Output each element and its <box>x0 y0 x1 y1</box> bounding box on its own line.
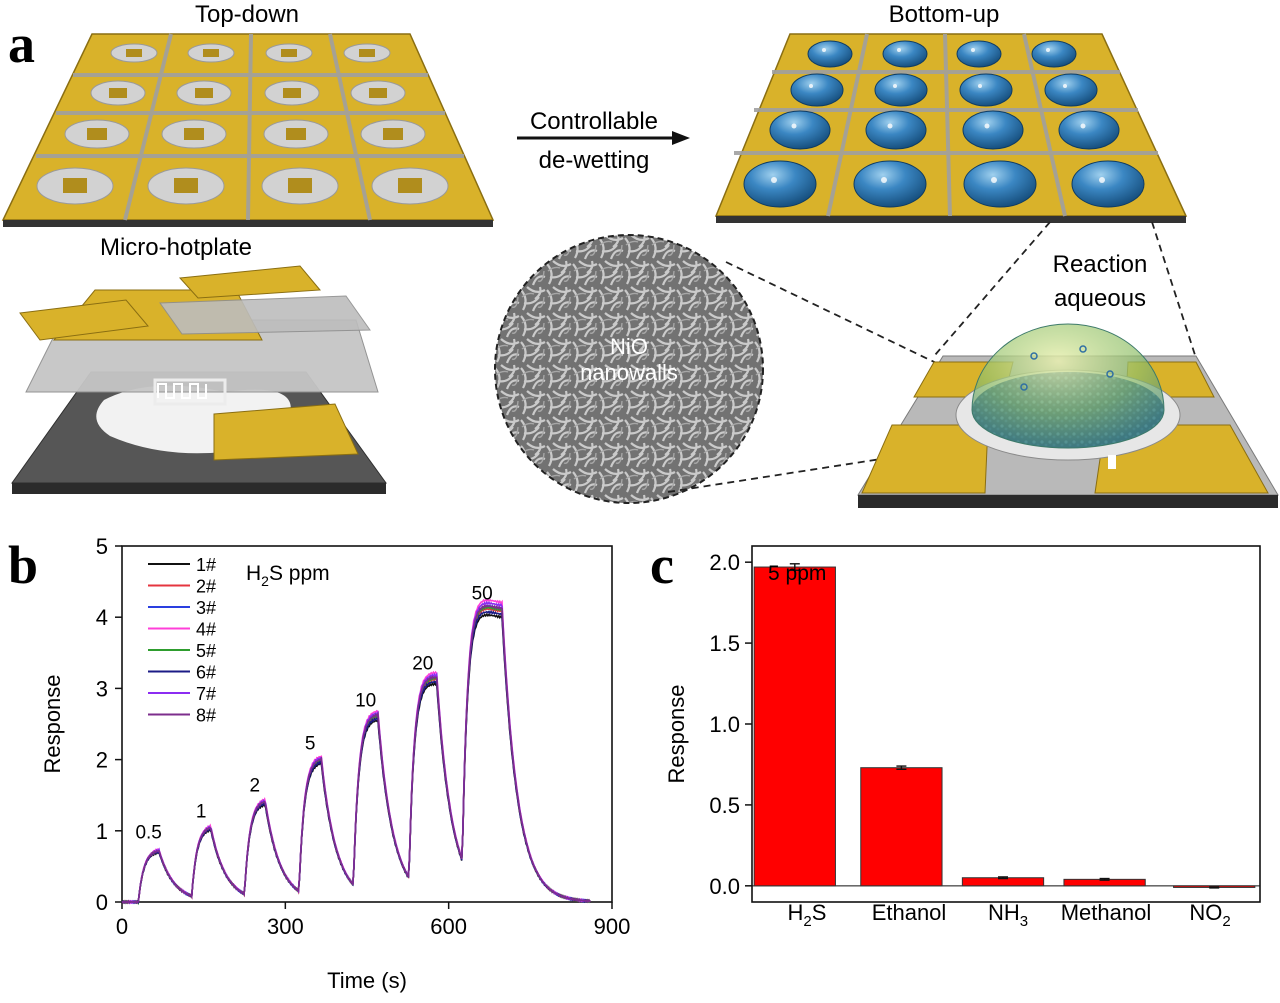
chart-c-ytick-label: 0.0 <box>709 874 740 899</box>
micro-hotplate-diagram <box>11 265 387 494</box>
chart-c-ylabel: Response <box>664 684 689 783</box>
bottom-up-chip-array <box>714 33 1188 223</box>
chart-b-legend-label: 1# <box>196 555 216 575</box>
arrow-label-controllable: Controllable <box>530 108 658 135</box>
chart-b-legend-label: 4# <box>196 620 216 640</box>
chart-b-ytick-label: 4 <box>96 605 108 630</box>
reaction-label-aqueous: aqueous <box>1054 285 1146 312</box>
sem-inset: NiO nanowalls <box>494 234 764 504</box>
chart-c-ytick-label: 1.0 <box>709 712 740 737</box>
chart-b-ylabel: Response <box>40 674 65 773</box>
chart-c-annotation: 5 ppm <box>768 562 826 585</box>
chart-b-series-line <box>121 604 591 905</box>
chart-b-series-line <box>121 610 591 905</box>
chart-b-series-line <box>121 607 591 905</box>
heater-coil <box>153 378 227 406</box>
top-down-label: Top-down <box>195 1 299 28</box>
chart-b-legend-label: 7# <box>196 684 216 704</box>
arrow-label-dewetting: de-wetting <box>539 147 650 174</box>
chart-b-series-line <box>121 600 591 905</box>
chart-c-xtick-nh3: NH3 <box>988 900 1028 930</box>
chart-b-legend-label: 8# <box>196 706 216 726</box>
chart-b-series-line <box>121 612 591 905</box>
panel-c: c 0.0 0.5 1.0 1.5 2.0 H2S Ethanol NH3 Methan… <box>650 535 1261 930</box>
chart-b-pulse-label: 0.5 <box>135 823 161 844</box>
chart-b-series-line <box>122 597 591 905</box>
panel-c-letter: c <box>650 535 674 595</box>
chart-c-xtick-h2s: H2S <box>788 900 827 930</box>
chart-b-ytick-label: 3 <box>96 676 108 701</box>
chart-c-xtick-ethanol: Ethanol <box>872 900 947 925</box>
chart-b-xlabel: Time (s) <box>327 968 407 993</box>
chart-b-pulse-label: 10 <box>355 690 376 711</box>
sem-label-nanowalls: nanowalls <box>580 360 678 385</box>
sem-label-nio: NiO <box>610 334 648 359</box>
chart-b-ytick-label: 2 <box>96 748 108 773</box>
top-down-chip-array <box>1 33 495 227</box>
chart-b-legend-label: 2# <box>196 577 216 597</box>
chart-b-pulse-label: 2 <box>250 776 261 797</box>
chart-c-bar <box>753 566 836 887</box>
chart-b-xtick-label: 300 <box>267 914 304 939</box>
chart-b-frame <box>121 545 613 903</box>
chart-c-bar <box>860 767 943 887</box>
panel-b: b 0 1 2 3 4 5 0 300 600 900 0.5 1 2 5 10 20 50 1#2#3#4… <box>8 534 630 993</box>
chart-b-ytick-label: 1 <box>96 819 108 844</box>
chart-b-legend-label: 6# <box>196 663 216 683</box>
chart-b-ytick-label: 0 <box>96 890 108 915</box>
chart-b-xtick-label: 0 <box>116 914 128 939</box>
chart-c-ytick-label: 1.5 <box>709 631 740 656</box>
chart-b-series-line <box>121 604 591 905</box>
chart-b-pulse-label: 50 <box>472 584 493 605</box>
bottom-up-label: Bottom-up <box>889 1 1000 28</box>
panel-a-letter: a <box>8 14 35 74</box>
chart-c-xtick-methanol: Methanol <box>1061 900 1152 925</box>
chart-b-legend-label: 5# <box>196 641 216 661</box>
panel-b-letter: b <box>8 535 38 595</box>
chart-b-series-line <box>121 605 591 906</box>
chart-b-xtick-label: 900 <box>594 914 631 939</box>
reaction-label-reaction: Reaction <box>1053 251 1148 278</box>
dewetting-arrow: Controllable de-wetting <box>517 108 690 174</box>
chart-b-xtick-label: 600 <box>430 914 467 939</box>
chart-b-legend-label: 3# <box>196 598 216 618</box>
chart-b-pulse-label: 5 <box>305 734 316 755</box>
single-device-closeup: Reaction aqueous <box>857 251 1279 508</box>
chart-b-pulse-label: 1 <box>196 801 207 822</box>
micro-hotplate-label: Micro-hotplate <box>100 234 252 261</box>
chart-c-ytick-label: 2.0 <box>709 550 740 575</box>
chart-b-ytick-label: 5 <box>96 534 108 559</box>
arrow-head <box>672 131 690 145</box>
panel-a: a Top-down Bottom-up <box>1 1 1279 508</box>
chart-c-xtick-no2: NO2 <box>1189 900 1230 930</box>
chart-b-annotation: H2S ppm <box>246 562 330 589</box>
chart-c-ytick-label: 0.5 <box>709 793 740 818</box>
chart-b-pulse-label: 20 <box>412 653 433 674</box>
